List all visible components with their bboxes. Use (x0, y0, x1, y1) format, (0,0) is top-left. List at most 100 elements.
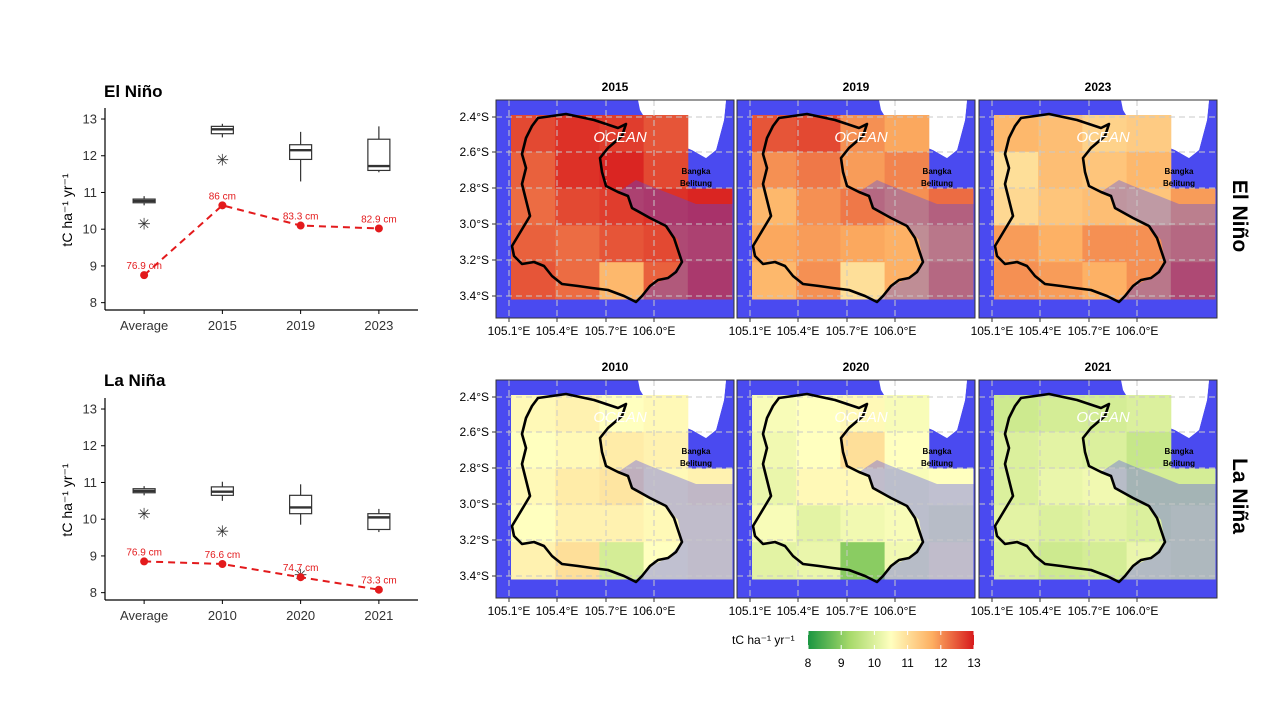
heat-cell (599, 542, 645, 580)
colorbar-tick-label: 12 (934, 656, 948, 670)
heat-cell (928, 225, 974, 263)
island-label-belitung: Belitung (680, 459, 712, 468)
heat-cell (796, 542, 841, 580)
heat-cell (752, 542, 797, 580)
heat-cell (994, 505, 1039, 543)
box-plot-2015: ✳ (210, 123, 234, 169)
colorbar-gradient (808, 631, 974, 649)
heat-cell (884, 431, 930, 470)
sea-overlay (618, 460, 734, 598)
lon-tick-label: 106.0°E (633, 604, 676, 618)
sea-overlay (859, 460, 975, 598)
heat-cell (1082, 431, 1128, 470)
map-frame (978, 99, 1218, 319)
lon-tick-label: 105.1°E (971, 324, 1014, 338)
heat-cell (555, 115, 600, 153)
x-tick-label: 2021 (364, 608, 393, 623)
heat-cell (1038, 468, 1083, 506)
heat-cell (928, 468, 974, 506)
heat-cell (884, 262, 930, 300)
heat-cell (511, 225, 556, 263)
sea-overlay (1101, 460, 1217, 598)
lon-tick-label: 105.7°E (1068, 604, 1111, 618)
rainfall-point (218, 201, 227, 210)
lon-tick-label: 105.7°E (826, 324, 869, 338)
box-plot-2010: ✳ (210, 481, 234, 541)
lon-tick-label: 105.1°E (488, 604, 531, 618)
heat-cell (796, 225, 841, 263)
heat-cell (752, 188, 797, 226)
heat-cell (555, 431, 600, 470)
y-axis-label: tC ha⁻¹ yr⁻¹ (59, 173, 75, 246)
heat-cell (555, 151, 600, 190)
heat-cell (840, 505, 886, 543)
heat-cell (511, 395, 556, 433)
map-panel-2020: 2020 OCEAN Bangka Belitung 105.1°E 105.4°E 105… (729, 360, 976, 618)
outlier-point: ✳ (137, 217, 150, 234)
colorbar-tick-label: 8 (805, 656, 812, 670)
boxplot-title: El Niño (104, 82, 163, 101)
heat-cell (599, 151, 645, 190)
heat-cell (994, 395, 1039, 433)
heat-cell (1082, 151, 1128, 190)
map-frame (495, 379, 735, 599)
heat-cell (1038, 151, 1083, 190)
heat-cell (1126, 395, 1172, 433)
heat-cell (643, 395, 689, 433)
heat-cell (1170, 225, 1216, 263)
map-frame (495, 99, 735, 319)
heat-cell (511, 542, 556, 580)
heat-cell (1082, 225, 1128, 263)
lon-tick-label: 105.4°E (1019, 604, 1062, 618)
heat-cell (643, 542, 689, 580)
heat-cell (511, 115, 556, 153)
lon-tick-label: 105.4°E (536, 324, 579, 338)
heat-cell (1170, 468, 1216, 506)
island-outline (751, 392, 925, 584)
heat-cell (1038, 262, 1083, 300)
outlier-point: ✳ (216, 152, 229, 169)
heat-cell (511, 468, 556, 506)
island-label-bangka: Bangka (1165, 167, 1194, 176)
heat-cell (599, 262, 645, 300)
heat-cell (555, 542, 600, 580)
lon-tick-label: 105.1°E (488, 324, 531, 338)
lon-tick-label: 105.7°E (585, 604, 628, 618)
heat-cell (994, 115, 1039, 153)
island-label-bangka: Bangka (923, 447, 952, 456)
lon-tick-label: 105.4°E (777, 324, 820, 338)
lat-tick-label: 3.2°S (460, 253, 489, 267)
island-label-bangka: Bangka (923, 167, 952, 176)
island-outline (993, 392, 1167, 584)
heat-cell (796, 188, 841, 226)
island-label-belitung: Belitung (921, 179, 953, 188)
heat-cell (994, 262, 1039, 300)
island-label-bangka: Bangka (1165, 447, 1194, 456)
y-tick-label: 10 (83, 512, 97, 527)
lat-tick-label: 3.0°S (460, 217, 489, 231)
heat-cell (796, 151, 841, 190)
heat-cell (752, 262, 797, 300)
y-axis-label: tC ha⁻¹ yr⁻¹ (59, 463, 75, 536)
heat-cell (994, 468, 1039, 506)
heat-cell (928, 262, 974, 300)
lon-tick-label: 105.4°E (1019, 324, 1062, 338)
y-tick-label: 11 (84, 475, 98, 490)
boxplot-la-nina: La Niña tC ha⁻¹ yr⁻¹ 8 9 10 11 12 13 Average 20… (59, 371, 418, 623)
heat-cell (1170, 262, 1216, 300)
y-tick-label: 9 (90, 258, 97, 273)
heat-cell (555, 188, 600, 226)
heat-cell (752, 151, 797, 190)
y-tick-label: 12 (83, 148, 97, 163)
lon-tick-label: 105.1°E (729, 324, 772, 338)
y-tick-label: 8 (90, 295, 97, 310)
box-plot-2023 (367, 126, 391, 173)
rainfall-label: 76.9 cm (126, 261, 162, 272)
outlier-point: ✳ (137, 507, 150, 524)
colorbar-tick-label: 11 (901, 656, 914, 670)
heat-cell (796, 468, 841, 506)
heat-cell (1126, 431, 1172, 470)
heat-cell (511, 188, 556, 226)
heat-cell (928, 542, 974, 580)
heat-cell (511, 151, 556, 190)
